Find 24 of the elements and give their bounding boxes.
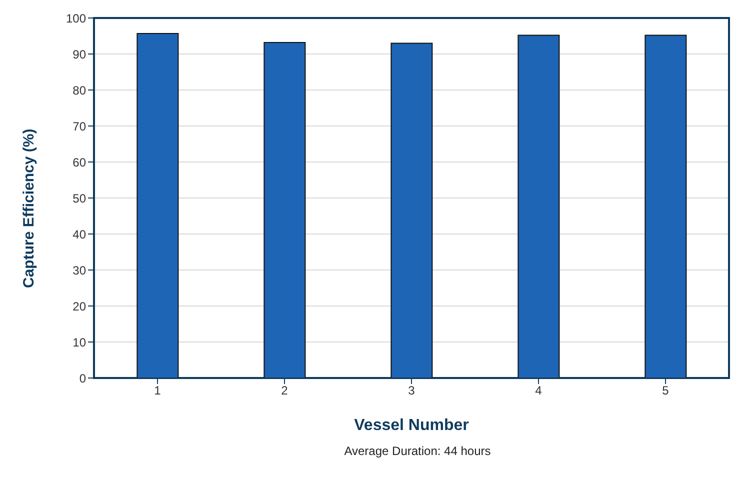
y-tick-label: 90 [72,47,86,62]
x-tick-label: 3 [408,384,416,398]
y-tick-label: 60 [72,155,86,170]
y-tick-label: 80 [72,83,86,98]
y-tick-label: 10 [72,335,86,350]
bar [390,42,433,378]
x-tick-label: 1 [154,384,162,398]
x-axis-title: Vessel Number [354,417,469,434]
bar [518,34,560,378]
bar [136,32,179,378]
x-tick-label: 2 [281,384,288,398]
bar [264,42,306,378]
y-tick-label: 20 [72,299,86,314]
y-tick-label: 40 [72,227,86,242]
x-tick-label: 5 [662,384,670,398]
y-tick-label: 100 [66,11,86,26]
y-tick-label: 30 [72,263,86,278]
y-tick-label: 50 [72,191,86,206]
text: Average Duration: 44 hours [343,444,492,458]
y-tick-label: 0 [79,371,86,386]
bar [644,34,687,378]
y-tick-label: 70 [72,119,86,134]
y-axis-title: Capture Efficiency (%) [20,128,38,288]
x-tick-label: 4 [535,384,542,398]
